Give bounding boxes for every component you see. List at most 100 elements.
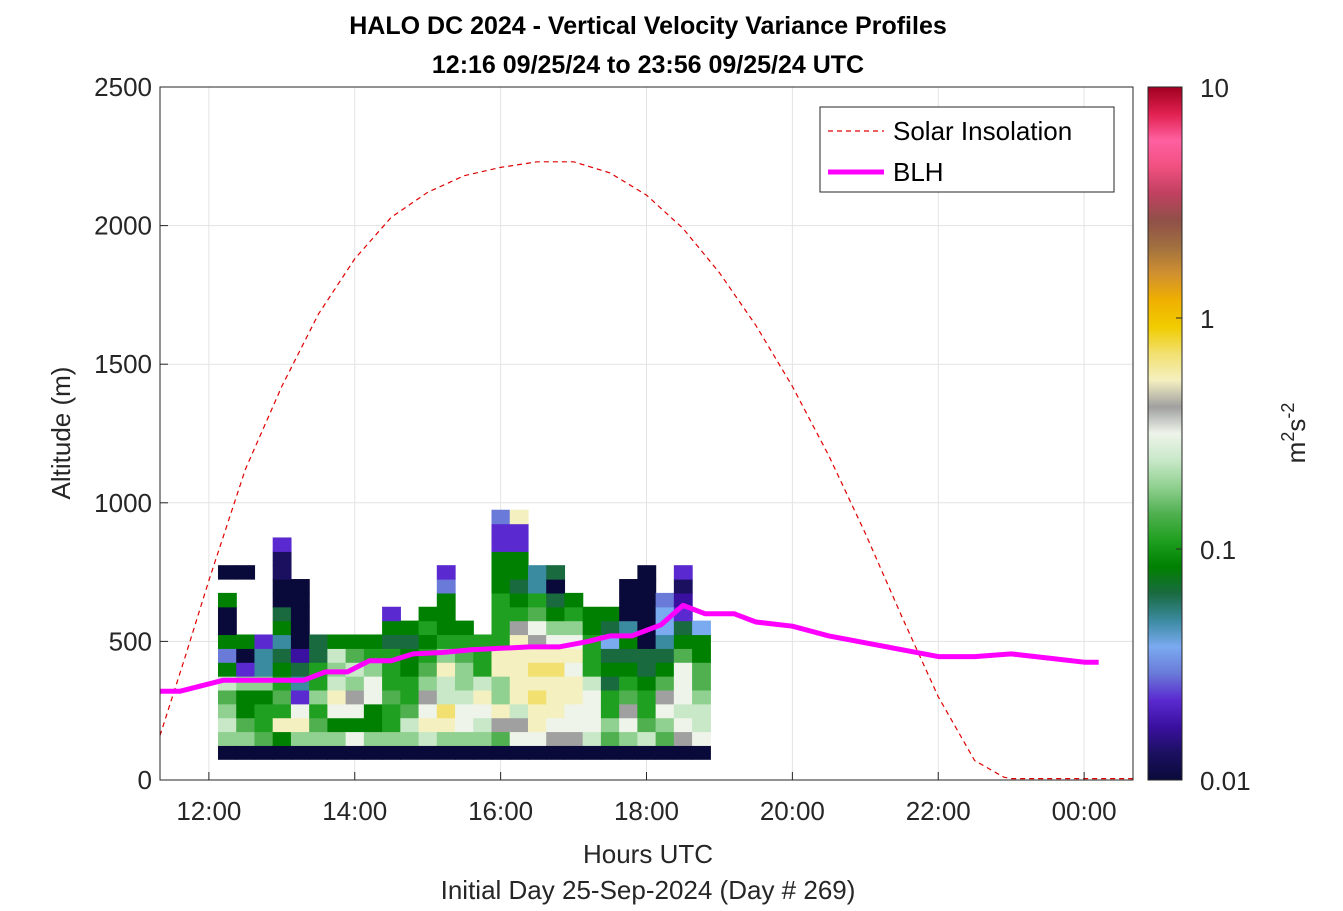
heatmap-cell <box>254 717 274 733</box>
heatmap-cell <box>655 662 675 677</box>
heatmap-cell <box>546 676 566 691</box>
heatmap-cell <box>673 731 693 746</box>
heatmap-cell <box>692 689 711 705</box>
heatmap-cell <box>309 731 328 746</box>
heatmap-cell <box>236 731 256 746</box>
heatmap-cell <box>309 703 328 719</box>
heatmap-cell <box>309 676 328 691</box>
heatmap-cell <box>382 620 401 636</box>
heatmap-cell <box>600 648 620 663</box>
heatmap-cell <box>345 634 365 649</box>
heatmap-cell <box>436 662 456 677</box>
heatmap-cell <box>327 717 347 733</box>
heatmap-cell <box>692 731 711 746</box>
heatmap-cell <box>345 717 365 733</box>
heatmap-cell <box>637 579 657 594</box>
heatmap-cell <box>217 717 237 733</box>
heatmap-cell <box>290 662 310 677</box>
heatmap-cell <box>290 717 310 733</box>
heatmap-cell <box>692 717 711 733</box>
heatmap-cell <box>236 717 256 733</box>
heatmap-cell <box>254 662 274 677</box>
heatmap-cell <box>673 745 693 760</box>
heatmap-cell <box>527 579 547 594</box>
heatmap-cell <box>546 592 566 608</box>
footer-label: Initial Day 25-Sep-2024 (Day # 269) <box>441 875 856 905</box>
heatmap-cell <box>272 592 292 608</box>
heatmap-cell <box>217 731 237 746</box>
heatmap-cell <box>619 745 638 760</box>
heatmap-cell <box>418 606 438 622</box>
chart-title: HALO DC 2024 - Vertical Velocity Varianc… <box>349 12 947 40</box>
heatmap-cell <box>327 634 347 649</box>
heatmap-cell <box>582 662 602 677</box>
heatmap-cell <box>272 579 292 594</box>
heatmap-cell <box>546 703 566 719</box>
heatmap-cell <box>382 745 401 760</box>
heatmap-cell <box>655 634 675 649</box>
heatmap-cell <box>272 703 292 719</box>
heatmap-cell <box>491 676 511 691</box>
heatmap-cell <box>673 620 693 636</box>
heatmap-cell <box>655 717 675 733</box>
heatmap-cell <box>254 745 274 760</box>
heatmap-cell <box>692 648 711 663</box>
heatmap-cell <box>564 592 584 608</box>
heatmap-cell <box>491 606 511 622</box>
heatmap-cell <box>473 717 493 733</box>
heatmap-cell <box>619 731 638 746</box>
heatmap-cell <box>400 745 420 760</box>
heatmap-cell <box>400 662 420 677</box>
x-axis-label: Hours UTC <box>583 839 713 869</box>
heatmap-cell <box>673 676 693 691</box>
heatmap-cell <box>509 717 529 733</box>
legend-box <box>819 106 1115 193</box>
heatmap-cell <box>290 620 310 636</box>
heatmap-cell <box>509 579 529 594</box>
heatmap-cell <box>564 606 584 622</box>
legend: Solar Insolation BLH <box>819 106 1115 193</box>
heatmap-cell <box>564 662 584 677</box>
heatmap-cell <box>692 662 711 677</box>
heatmap-cell <box>527 731 547 746</box>
heatmap-cell <box>455 703 474 719</box>
heatmap-cell <box>455 731 474 746</box>
heatmap-cell <box>473 703 493 719</box>
heatmap-cell <box>600 676 620 691</box>
heatmap-cell <box>509 565 529 580</box>
heatmap-cell <box>309 689 328 705</box>
x-tick-label: 18:00 <box>614 796 679 826</box>
heatmap-cell <box>217 592 237 608</box>
heatmap-cells <box>217 509 711 760</box>
heatmap-cell <box>637 745 657 760</box>
heatmap-cell <box>527 620 547 636</box>
heatmap-cell <box>582 606 602 622</box>
heatmap-cell <box>546 717 566 733</box>
heatmap-cell <box>254 731 274 746</box>
heatmap-cell <box>363 703 383 719</box>
colorbar-tick-label: 1 <box>1200 304 1214 334</box>
heatmap-cell <box>382 689 401 705</box>
heatmap-cell <box>309 634 328 649</box>
heatmap-cell <box>637 676 657 691</box>
heatmap-cell <box>655 745 675 760</box>
heatmap-cell <box>455 662 474 677</box>
heatmap-cell <box>418 731 438 746</box>
heatmap-cell <box>692 634 711 649</box>
heatmap-cell <box>491 703 511 719</box>
heatmap-cell <box>673 689 693 705</box>
heatmap-cell <box>455 620 474 636</box>
heatmap-cell <box>582 703 602 719</box>
heatmap-cell <box>418 620 438 636</box>
heatmap-cell <box>600 606 620 622</box>
heatmap-cell <box>455 634 474 649</box>
heatmap-cell <box>600 703 620 719</box>
heatmap-cell <box>345 745 365 760</box>
heatmap-cell <box>619 703 638 719</box>
heatmap-cell <box>600 745 620 760</box>
heatmap-cell <box>509 620 529 636</box>
heatmap-cell <box>473 648 493 663</box>
heatmap-cell <box>655 703 675 719</box>
heatmap-cell <box>382 676 401 691</box>
